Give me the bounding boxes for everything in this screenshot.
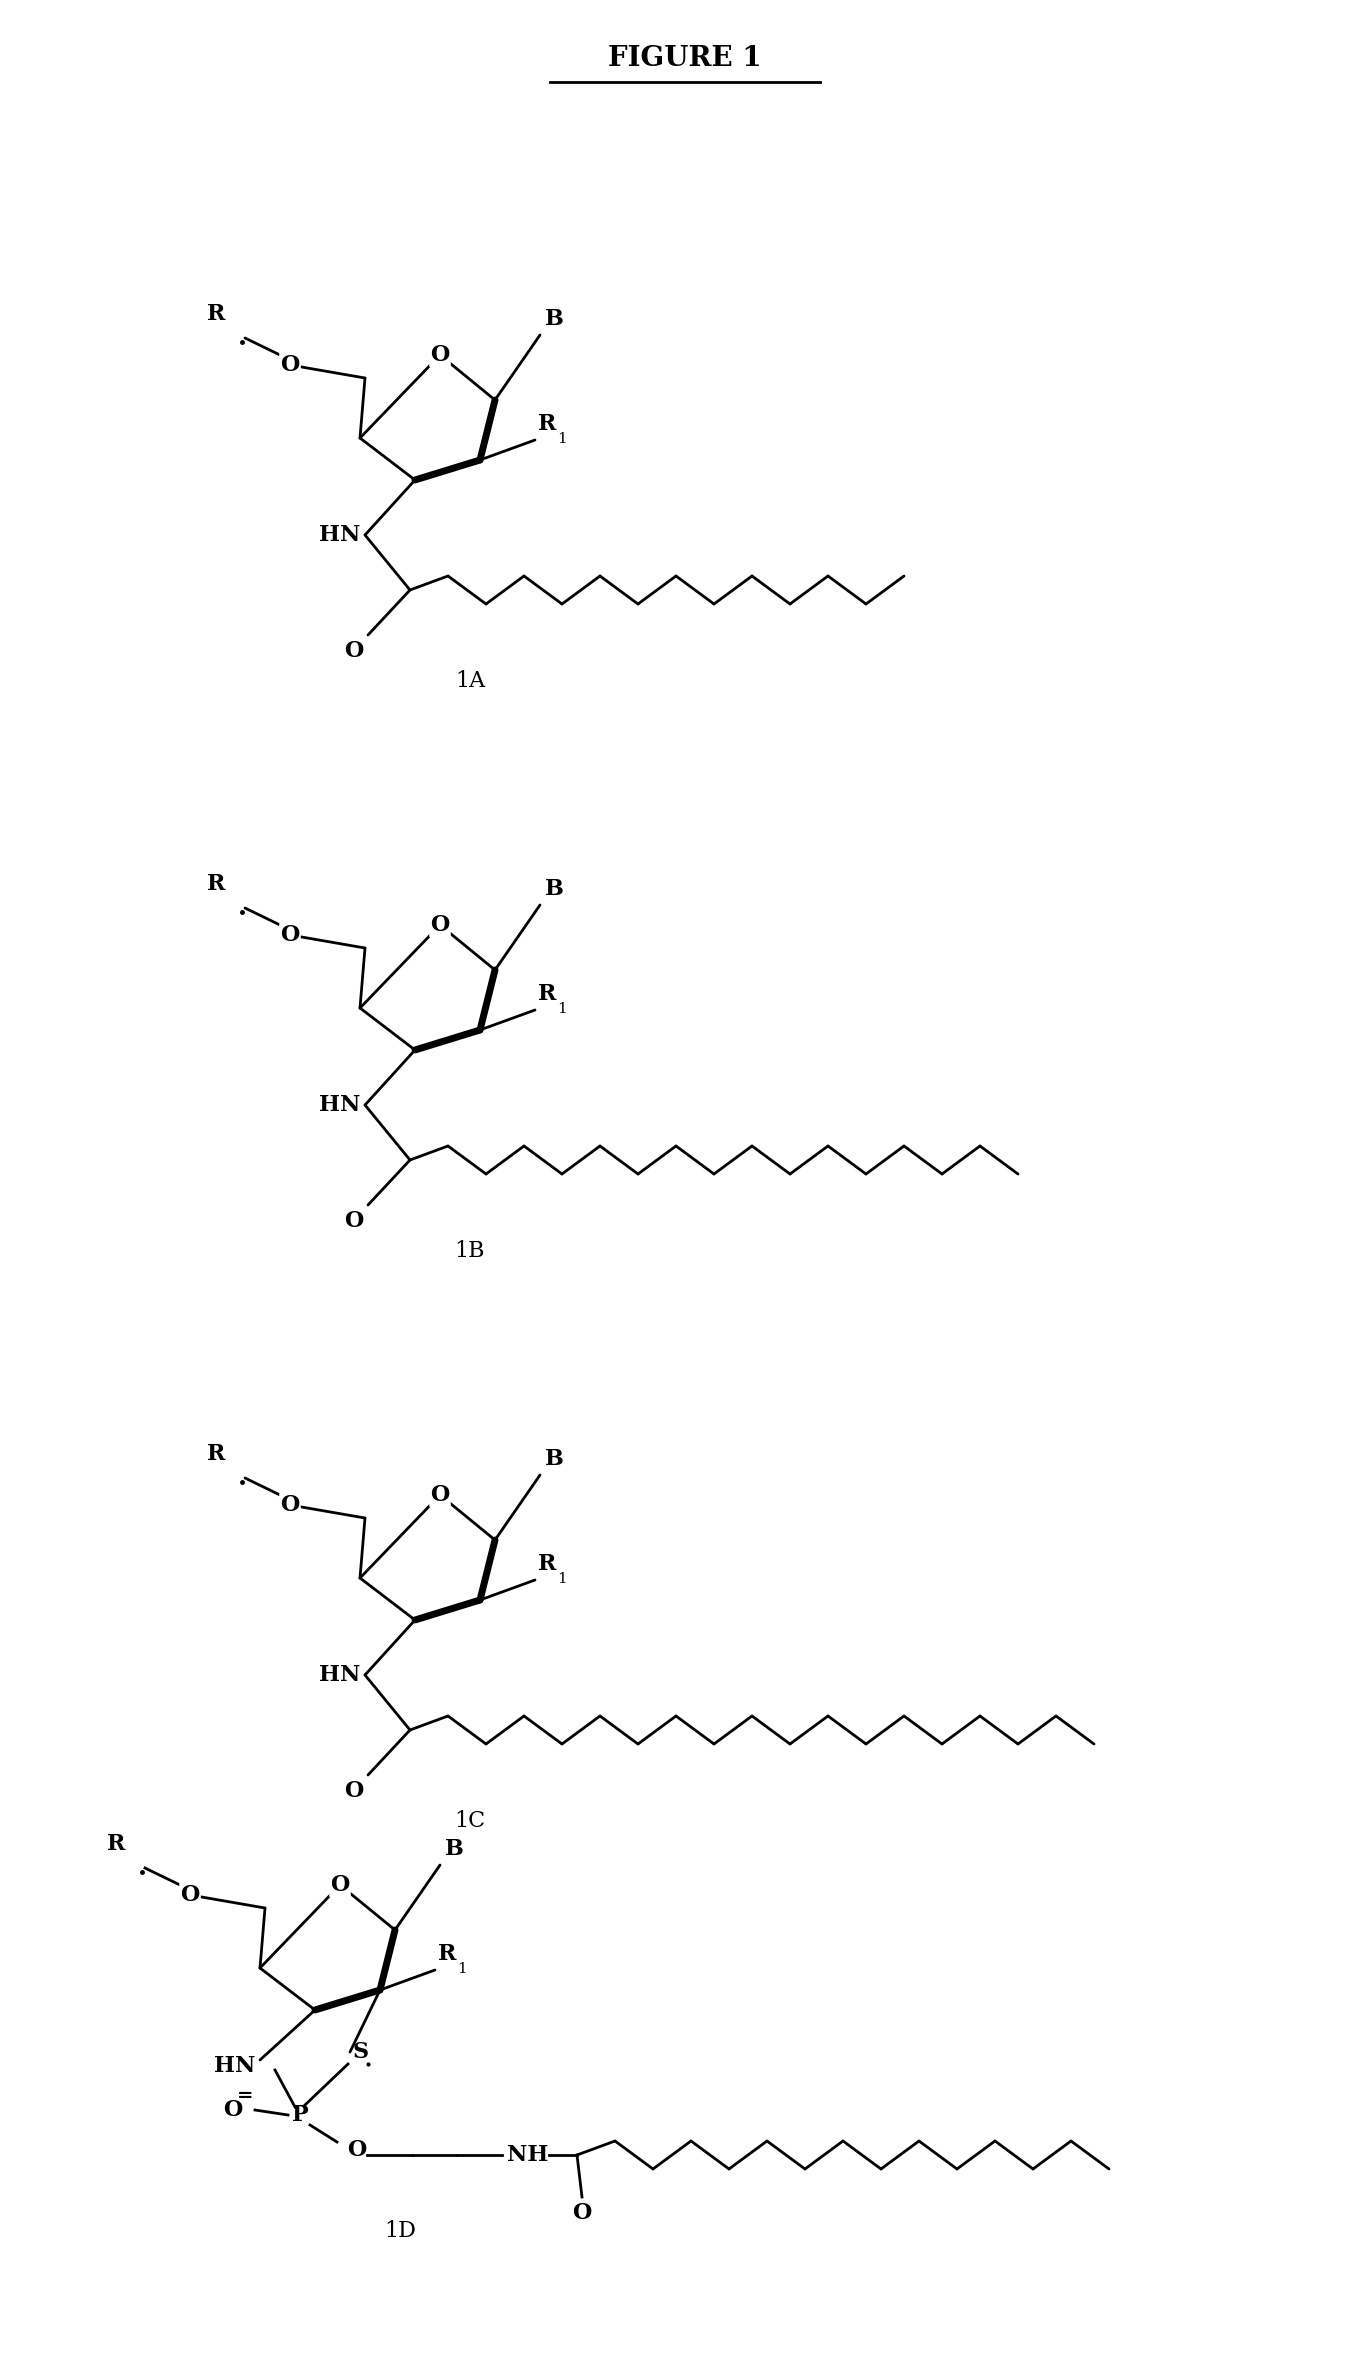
Text: R: R xyxy=(207,302,225,326)
Text: R: R xyxy=(537,1553,557,1574)
Text: P: P xyxy=(292,2105,308,2126)
Text: B: B xyxy=(546,1449,563,1470)
Text: R: R xyxy=(537,984,557,1005)
Text: B: B xyxy=(446,1838,463,1860)
Text: O: O xyxy=(344,640,363,663)
Text: FIGURE 1: FIGURE 1 xyxy=(609,45,762,73)
Text: R: R xyxy=(207,1442,225,1466)
Text: O: O xyxy=(344,1779,363,1803)
Text: O: O xyxy=(280,354,300,375)
Text: O: O xyxy=(222,2098,243,2122)
Text: O: O xyxy=(430,1484,450,1506)
Text: HN: HN xyxy=(214,2056,255,2077)
Text: O: O xyxy=(572,2202,592,2223)
Text: 1: 1 xyxy=(557,1003,566,1017)
Text: 1: 1 xyxy=(557,1572,566,1586)
Text: R: R xyxy=(107,1834,125,1855)
Text: O: O xyxy=(280,925,300,946)
Text: O: O xyxy=(430,913,450,937)
Text: HN: HN xyxy=(318,1095,361,1116)
Text: O: O xyxy=(330,1874,350,1895)
Text: O: O xyxy=(430,345,450,366)
Text: HN: HN xyxy=(318,1664,361,1685)
Text: O: O xyxy=(280,1494,300,1515)
Text: 1A: 1A xyxy=(455,670,485,691)
Text: HN: HN xyxy=(318,524,361,545)
Text: B: B xyxy=(546,309,563,330)
Text: NH: NH xyxy=(507,2143,548,2166)
Text: O: O xyxy=(347,2138,366,2162)
Text: 1D: 1D xyxy=(384,2221,415,2242)
Text: O: O xyxy=(181,1883,200,1907)
Text: 1: 1 xyxy=(457,1961,466,1975)
Text: 1B: 1B xyxy=(455,1239,485,1263)
Text: S: S xyxy=(352,2041,369,2063)
Text: O: O xyxy=(344,1211,363,1232)
Text: R: R xyxy=(207,873,225,894)
Text: B: B xyxy=(546,878,563,899)
Text: R: R xyxy=(537,413,557,434)
Text: R: R xyxy=(437,1942,457,1966)
Text: 1: 1 xyxy=(557,432,566,446)
Text: =: = xyxy=(237,2086,254,2105)
Text: 1C: 1C xyxy=(454,1810,485,1831)
